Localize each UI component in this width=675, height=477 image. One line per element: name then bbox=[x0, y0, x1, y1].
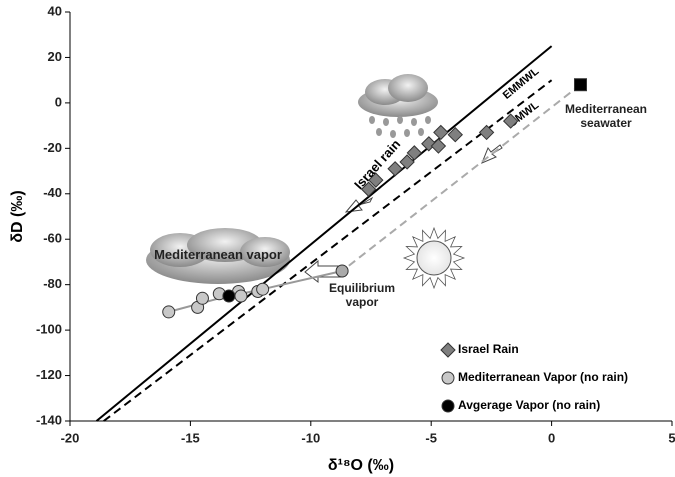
diamond-point bbox=[502, 113, 519, 129]
rain-cloud bbox=[358, 74, 438, 138]
diamond-point bbox=[406, 145, 423, 161]
circle-point bbox=[256, 282, 270, 296]
diamond-point bbox=[447, 126, 463, 143]
circle-point bbox=[195, 291, 209, 305]
line bbox=[95, 45, 553, 422]
x-tick-label: 0 bbox=[548, 430, 555, 445]
circle-point bbox=[222, 289, 236, 303]
x-tick-label: 5 bbox=[668, 430, 675, 445]
diamond-point bbox=[430, 138, 447, 154]
line bbox=[341, 83, 582, 272]
x-tick-label: -5 bbox=[425, 430, 437, 445]
y-tick-label: 40 bbox=[48, 3, 62, 18]
annotation: Mediterranean seawater bbox=[564, 102, 648, 130]
circle-point bbox=[441, 399, 455, 413]
diamond-point bbox=[478, 124, 495, 141]
y-tick-label: -120 bbox=[36, 367, 62, 382]
y-tick-label: 0 bbox=[55, 94, 62, 109]
legend-label: Avgerage Vapor (no rain) bbox=[458, 398, 600, 412]
sun bbox=[402, 226, 466, 290]
y-tick-label: 20 bbox=[48, 49, 62, 64]
y-tick-label: -40 bbox=[43, 185, 62, 200]
x-tick-label: -20 bbox=[61, 430, 80, 445]
y-tick-label: -20 bbox=[43, 140, 62, 155]
y-tick-label: -140 bbox=[36, 412, 62, 427]
diamond-point bbox=[399, 154, 415, 170]
y-tick-label: -80 bbox=[43, 276, 62, 291]
annotation: Equilibrium vapor bbox=[329, 281, 395, 309]
line bbox=[103, 79, 553, 422]
circle-point bbox=[234, 289, 248, 303]
circle-point bbox=[162, 305, 176, 319]
annotation: Mediterranean vapor bbox=[154, 247, 282, 262]
y-axis-title: δD (‰) bbox=[9, 190, 26, 242]
square-point bbox=[573, 78, 587, 92]
y-tick-label: -60 bbox=[43, 231, 62, 246]
y-tick-label: -100 bbox=[36, 322, 62, 337]
diamond-point bbox=[440, 342, 456, 358]
diamond-point bbox=[433, 124, 449, 141]
legend-label: Israel Rain bbox=[458, 342, 519, 356]
x-tick-label: -15 bbox=[181, 430, 200, 445]
circle-point bbox=[441, 371, 455, 385]
x-axis-title: δ¹⁸O (‰) bbox=[328, 457, 394, 474]
vapor-cloud bbox=[146, 228, 290, 284]
x-tick-label: -10 bbox=[301, 430, 320, 445]
legend-label: Mediterranean Vapor (no rain) bbox=[458, 370, 628, 384]
circle-point bbox=[335, 264, 349, 278]
diamond-point bbox=[368, 172, 384, 188]
diamond-point bbox=[360, 181, 377, 197]
diamond-point bbox=[387, 161, 403, 177]
